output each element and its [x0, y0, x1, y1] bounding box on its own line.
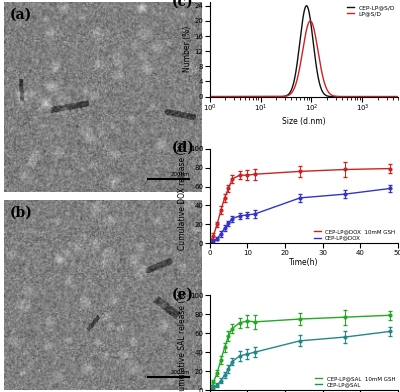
X-axis label: Size (d.nm): Size (d.nm)	[282, 117, 326, 126]
Text: 200nm: 200nm	[171, 370, 190, 375]
X-axis label: Time(h): Time(h)	[289, 258, 318, 267]
Legend: CEP-LP@S/D, LP@S/D: CEP-LP@S/D, LP@S/D	[347, 5, 395, 16]
Text: (e): (e)	[172, 288, 194, 302]
Legend: CEP-LP@SAL  10mM GSH, CEP-LP@SAL: CEP-LP@SAL 10mM GSH, CEP-LP@SAL	[316, 376, 395, 387]
Text: (a): (a)	[10, 8, 32, 22]
Y-axis label: Number (%): Number (%)	[182, 26, 192, 73]
Text: (b): (b)	[10, 205, 33, 220]
Text: (d): (d)	[172, 141, 195, 155]
Text: 200nm: 200nm	[171, 172, 190, 178]
Legend: CEP-LP@DOX  10mM GSH, CEP-LP@DOX: CEP-LP@DOX 10mM GSH, CEP-LP@DOX	[314, 229, 395, 241]
Y-axis label: Cumulative DOX release (%): Cumulative DOX release (%)	[178, 142, 187, 250]
Text: (c): (c)	[172, 0, 194, 8]
Y-axis label: Cumulative SAL release (%): Cumulative SAL release (%)	[178, 289, 187, 392]
